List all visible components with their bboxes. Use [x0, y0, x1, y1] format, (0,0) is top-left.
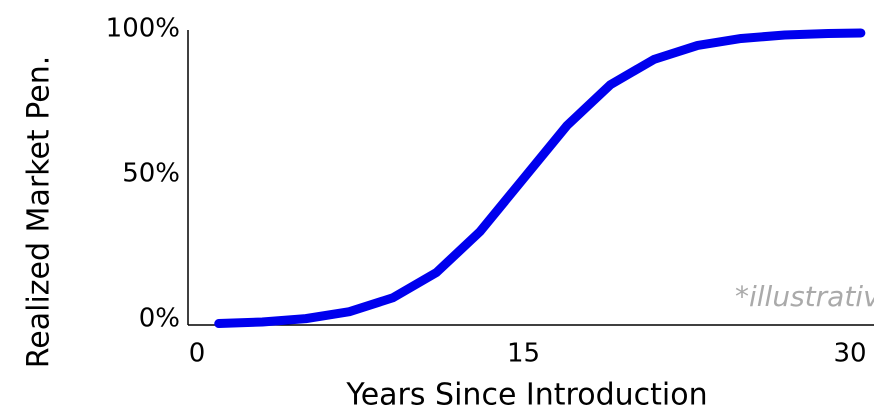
y-tick-label: 0%: [139, 304, 180, 334]
y-tick-label: 100%: [106, 14, 180, 44]
x-tick-label: 0: [189, 339, 206, 369]
line-series: [214, 28, 866, 329]
y-tick-label: 50%: [122, 159, 180, 189]
x-axis-label: Years Since Introduction: [345, 378, 707, 413]
annotation: *illustrative: [735, 280, 874, 313]
x-tick-label: 30: [833, 339, 866, 369]
y-axis-label: Realized Market Pen.: [22, 56, 57, 368]
x-tick-label: 15: [507, 339, 540, 369]
